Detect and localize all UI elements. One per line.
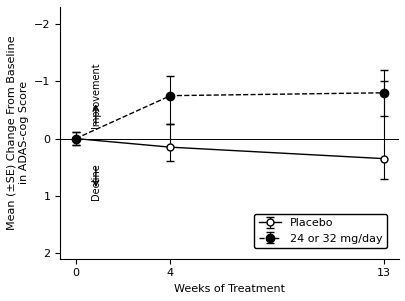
- Legend: Placebo, 24 or 32 mg/day: Placebo, 24 or 32 mg/day: [254, 214, 386, 248]
- X-axis label: Weeks of Treatment: Weeks of Treatment: [174, 284, 284, 294]
- Text: Decline: Decline: [91, 163, 100, 200]
- Text: Improvement: Improvement: [91, 63, 100, 128]
- Y-axis label: Mean (±SE) Change From Baseline
in ADAS-cog Score: Mean (±SE) Change From Baseline in ADAS-…: [7, 36, 28, 230]
